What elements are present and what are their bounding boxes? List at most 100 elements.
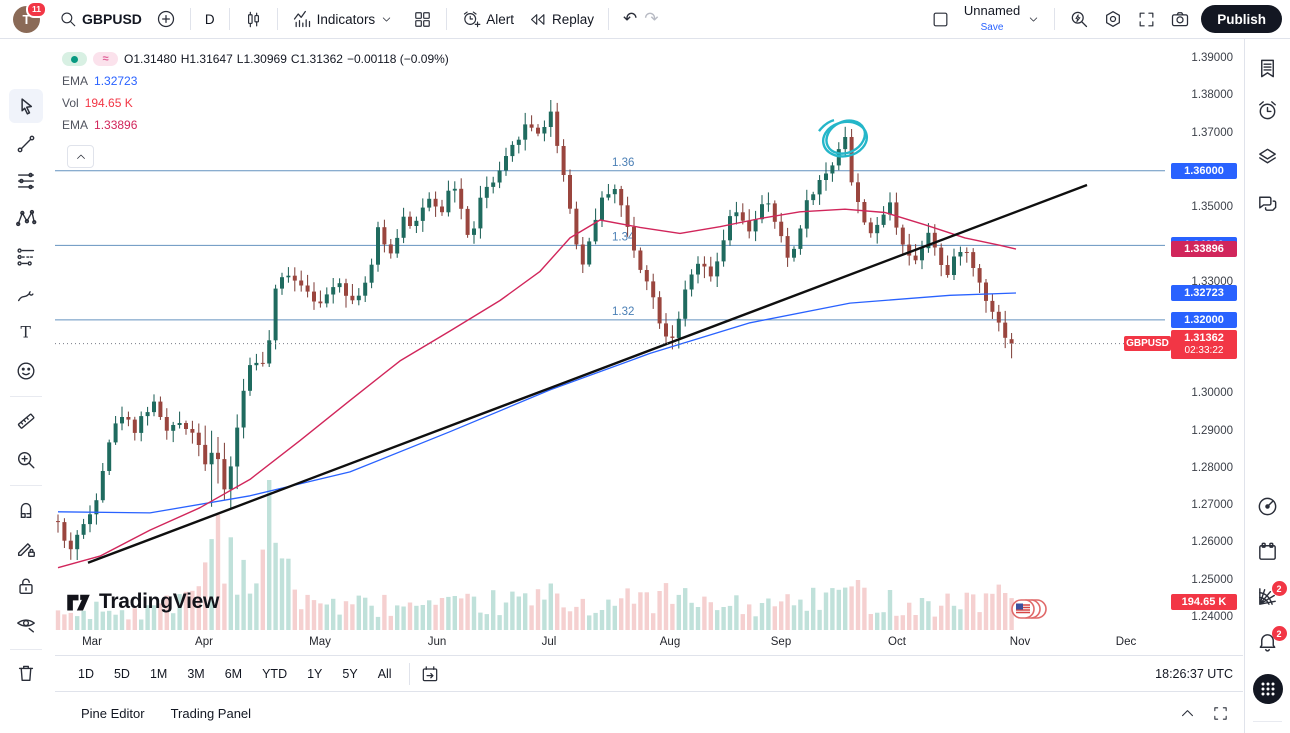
smiley-icon bbox=[17, 362, 35, 380]
interval-button[interactable]: D bbox=[198, 4, 222, 34]
publish-button[interactable]: Publish bbox=[1201, 5, 1282, 33]
status-dot bbox=[71, 55, 78, 63]
forecast-tool[interactable] bbox=[9, 240, 43, 274]
time-tick: Sep bbox=[770, 636, 792, 648]
chat-button[interactable] bbox=[1251, 186, 1285, 220]
text-tool[interactable]: T bbox=[9, 315, 43, 349]
divider bbox=[408, 663, 410, 685]
top-toolbar: T 11 GBPUSD D Indicators bbox=[0, 0, 1290, 39]
watchlist-icon bbox=[1261, 59, 1274, 77]
price-badge: 1.32000 bbox=[1171, 312, 1237, 328]
cursor-tool[interactable] bbox=[9, 89, 43, 123]
indicators-button[interactable]: Indicators bbox=[285, 4, 401, 34]
trend-line-tool[interactable] bbox=[9, 127, 43, 161]
indicator-row-volume[interactable]: Vol 194.65 K bbox=[62, 92, 449, 114]
range-6M[interactable]: 6M bbox=[224, 667, 243, 681]
range-5D[interactable]: 5D bbox=[113, 667, 130, 681]
undo-button[interactable]: ↶ bbox=[616, 4, 644, 34]
add-symbol-button[interactable] bbox=[149, 4, 183, 34]
magnet-tool[interactable] bbox=[9, 493, 43, 527]
change-value: −0.00118 (−0.09%) bbox=[346, 52, 449, 66]
time-axis[interactable]: Mar Apr May Jun Jul Aug Sep Oct Nov Dec bbox=[55, 630, 1165, 654]
price-axis[interactable]: 1.39000 1.38000 1.37000 1.35000 1.33000 1.300… bbox=[1166, 38, 1243, 632]
hide-eye-icon bbox=[17, 619, 35, 633]
range-YTD[interactable]: YTD bbox=[262, 667, 288, 681]
drawing-mode-tool[interactable] bbox=[9, 531, 43, 565]
panel-chevron-up-icon[interactable] bbox=[1179, 705, 1196, 722]
range-1Y[interactable]: 1Y bbox=[307, 667, 323, 681]
divider bbox=[607, 8, 609, 30]
layout-name-button[interactable]: Unnamed Save bbox=[957, 4, 1027, 34]
chart-canvas[interactable]: 1.36 1.34 1.32 bbox=[55, 38, 1242, 632]
price-tick: 1.26000 bbox=[1191, 536, 1233, 548]
candle-style-button[interactable] bbox=[237, 4, 270, 34]
watchlist-button[interactable] bbox=[1251, 51, 1285, 85]
symbol-price-tag: GBPUSD bbox=[1124, 336, 1171, 351]
quick-search-button[interactable] bbox=[1062, 4, 1096, 34]
layout-grid-button[interactable] bbox=[406, 4, 439, 34]
settings-button[interactable] bbox=[1096, 4, 1130, 34]
price-badge: 1.36000 bbox=[1171, 163, 1237, 179]
divider bbox=[10, 396, 42, 397]
alert-button[interactable]: Alert bbox=[454, 4, 521, 34]
chart-pane[interactable]: 1.36 1.34 1.32 bbox=[55, 38, 1242, 632]
panel-maximize-icon[interactable] bbox=[1212, 705, 1229, 722]
plus-circle-icon bbox=[157, 10, 175, 28]
legend-collapse-button[interactable] bbox=[67, 145, 94, 168]
economic-event-marker[interactable] bbox=[1006, 597, 1050, 628]
alerts-button[interactable] bbox=[1251, 93, 1285, 127]
goto-date-button[interactable] bbox=[420, 664, 440, 684]
close-label: C bbox=[290, 52, 300, 66]
chat-icon bbox=[1259, 196, 1277, 211]
zoom-in-tool[interactable] bbox=[9, 443, 43, 477]
screener-button[interactable]: 2 bbox=[1251, 579, 1287, 613]
fullscreen-button[interactable] bbox=[1130, 4, 1163, 34]
range-3M[interactable]: 3M bbox=[187, 667, 205, 681]
ideas-stream-button[interactable] bbox=[1251, 489, 1285, 523]
layout-select-button[interactable] bbox=[924, 4, 957, 34]
snapshot-button[interactable] bbox=[1163, 4, 1197, 34]
zoom-in-icon bbox=[17, 451, 35, 469]
price-badge: 1.32723 bbox=[1171, 285, 1237, 301]
gear-icon bbox=[1106, 11, 1121, 27]
redo-button[interactable]: ↷ bbox=[644, 4, 665, 34]
indicators-icon bbox=[293, 10, 310, 28]
clock-utc[interactable]: 18:26:37 UTC bbox=[1155, 667, 1233, 681]
drawing-toolbar: T bbox=[0, 38, 52, 733]
indicator-row-ema1[interactable]: EMA 1.32723 bbox=[62, 70, 449, 92]
brush-tool[interactable] bbox=[9, 278, 43, 312]
indicator-row-ema2[interactable]: EMA 1.33896 bbox=[62, 114, 449, 136]
low-label: L bbox=[236, 52, 244, 66]
range-1M[interactable]: 1M bbox=[149, 667, 168, 681]
ohlc-row[interactable]: ≈ O1.31480 H1.31647 L1.30969 C1.31362 −0… bbox=[62, 48, 449, 70]
open-label: O bbox=[124, 52, 134, 66]
hide-drawings-tool[interactable] bbox=[9, 607, 43, 641]
close-value: 1.31362 bbox=[299, 52, 343, 66]
lock-all-tool[interactable] bbox=[9, 569, 43, 603]
layers-button[interactable] bbox=[1251, 139, 1285, 173]
symbol-search-button[interactable]: GBPUSD bbox=[52, 4, 149, 34]
range-5Y[interactable]: 5Y bbox=[342, 667, 358, 681]
layout-menu-button[interactable] bbox=[1027, 4, 1047, 34]
range-All[interactable]: All bbox=[377, 667, 392, 681]
tab-trading-panel[interactable]: Trading Panel bbox=[170, 705, 252, 721]
text-icon: T bbox=[21, 324, 32, 342]
notifications-button[interactable]: 2 bbox=[1251, 624, 1287, 658]
replay-button[interactable]: Replay bbox=[521, 4, 601, 34]
price-tick: 1.37000 bbox=[1191, 127, 1233, 139]
range-1D[interactable]: 1D bbox=[78, 667, 94, 681]
remove-drawings-tool[interactable] bbox=[9, 656, 43, 690]
tab-pine-editor[interactable]: Pine Editor bbox=[81, 705, 145, 721]
xabcd-pattern-tool[interactable] bbox=[9, 201, 43, 235]
calendar-button[interactable] bbox=[1251, 534, 1285, 568]
svg-text:1.36: 1.36 bbox=[612, 157, 634, 169]
apps-button[interactable] bbox=[1251, 672, 1285, 706]
bell-icon bbox=[1259, 633, 1276, 652]
user-avatar[interactable]: T 11 bbox=[13, 0, 47, 33]
horizontal-lines-tool[interactable] bbox=[9, 164, 43, 198]
measure-tool[interactable] bbox=[9, 404, 43, 438]
emoji-tool[interactable] bbox=[9, 354, 43, 388]
divider bbox=[10, 485, 42, 486]
notification-count-badge: 11 bbox=[26, 0, 47, 18]
